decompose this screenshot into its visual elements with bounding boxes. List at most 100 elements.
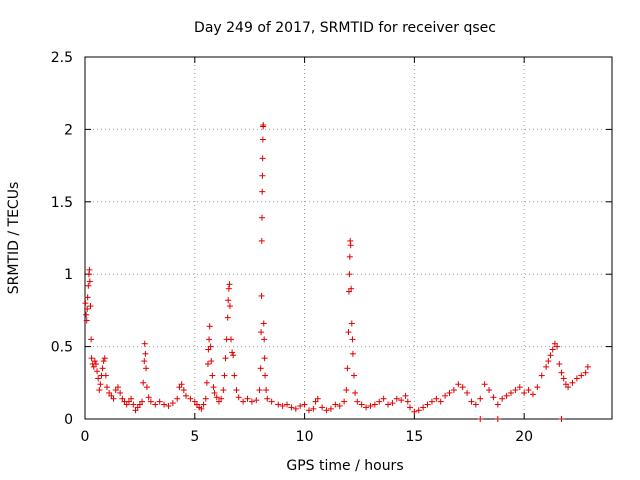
data-point (97, 381, 104, 388)
data-point (169, 400, 176, 407)
data-point (263, 387, 270, 394)
data-point (543, 363, 550, 370)
data-point (376, 398, 383, 405)
data-point (578, 372, 585, 379)
data-point (345, 329, 352, 336)
data-point (86, 278, 93, 285)
data-point (258, 292, 265, 299)
data-point (88, 355, 95, 362)
data-point (183, 392, 190, 399)
data-point (224, 314, 231, 321)
data-point (450, 387, 457, 394)
y-tick-label: 2.5 (51, 50, 73, 66)
data-point (141, 340, 148, 347)
data-point (174, 395, 181, 402)
data-point (554, 343, 561, 350)
data-point (230, 352, 237, 359)
data-point (178, 381, 185, 388)
data-point (83, 317, 90, 324)
data-point (83, 311, 90, 318)
data-point (350, 372, 357, 379)
data-point (332, 401, 339, 408)
data-point (222, 355, 229, 362)
data-point (139, 398, 146, 405)
data-point (288, 404, 295, 411)
data-point (225, 285, 232, 292)
data-point (284, 401, 291, 408)
data-point (95, 375, 102, 382)
data-point (91, 358, 98, 365)
data-point (547, 352, 554, 359)
data-point (336, 402, 343, 409)
data-point (389, 400, 396, 407)
data-point (521, 389, 528, 396)
data-point (367, 402, 374, 409)
data-point (221, 372, 228, 379)
data-point (233, 387, 240, 394)
data-point (198, 405, 205, 412)
data-point (262, 372, 269, 379)
data-point (346, 271, 353, 278)
data-point (145, 394, 152, 401)
data-point (85, 282, 92, 289)
data-point (490, 394, 497, 401)
data-point (202, 395, 209, 402)
data-point (507, 389, 514, 396)
axis-tick-labels: 0 5 10 15 20 0 0.5 1 1.5 2 2.5 (51, 50, 533, 445)
data-point (218, 395, 225, 402)
data-point (210, 384, 217, 391)
data-point (244, 395, 251, 402)
data-point (314, 395, 321, 402)
data-point (117, 389, 124, 396)
data-point (420, 404, 427, 411)
data-point (94, 368, 101, 375)
data-point (348, 320, 355, 327)
chart-title: Day 249 of 2017, SRMTID for receiver qse… (194, 20, 496, 36)
data-point (220, 387, 227, 394)
data-point (130, 401, 137, 408)
data-point (258, 237, 265, 244)
data-point (143, 365, 150, 372)
data-point (259, 188, 266, 195)
data-point (228, 336, 235, 343)
data-point (86, 266, 93, 273)
data-point (225, 297, 232, 304)
data-point (402, 392, 409, 399)
data-point (406, 404, 413, 411)
data-point (573, 375, 580, 382)
data-point (512, 387, 519, 394)
data-point (310, 405, 317, 412)
data-point (472, 401, 479, 408)
data-point (260, 122, 267, 129)
data-point (558, 416, 565, 422)
data-point (464, 389, 471, 396)
data-point (206, 323, 213, 330)
data-point (141, 358, 148, 365)
x-tick-label: 20 (515, 429, 533, 445)
data-point (140, 379, 147, 386)
y-tick-label: 0 (64, 412, 73, 428)
plot-frame (84, 56, 613, 420)
data-point (229, 349, 236, 356)
data-point (297, 402, 304, 409)
data-point (538, 372, 545, 379)
data-point (344, 365, 351, 372)
x-tick-label: 5 (190, 429, 199, 445)
data-point (349, 336, 356, 343)
y-tick-label: 1.5 (51, 195, 73, 211)
y-tick-label: 0.5 (51, 340, 73, 356)
data-point (88, 336, 95, 343)
data-point (477, 395, 484, 402)
y-tick-label: 1 (64, 267, 73, 283)
data-point (393, 395, 400, 402)
data-point (341, 398, 348, 405)
data-point (259, 172, 266, 179)
data-point (114, 384, 121, 391)
data-point (380, 395, 387, 402)
data-point (468, 398, 475, 405)
data-point (534, 384, 541, 391)
data-point (147, 398, 154, 405)
data-point (259, 155, 266, 162)
data-point (327, 405, 334, 412)
data-point (92, 360, 99, 367)
